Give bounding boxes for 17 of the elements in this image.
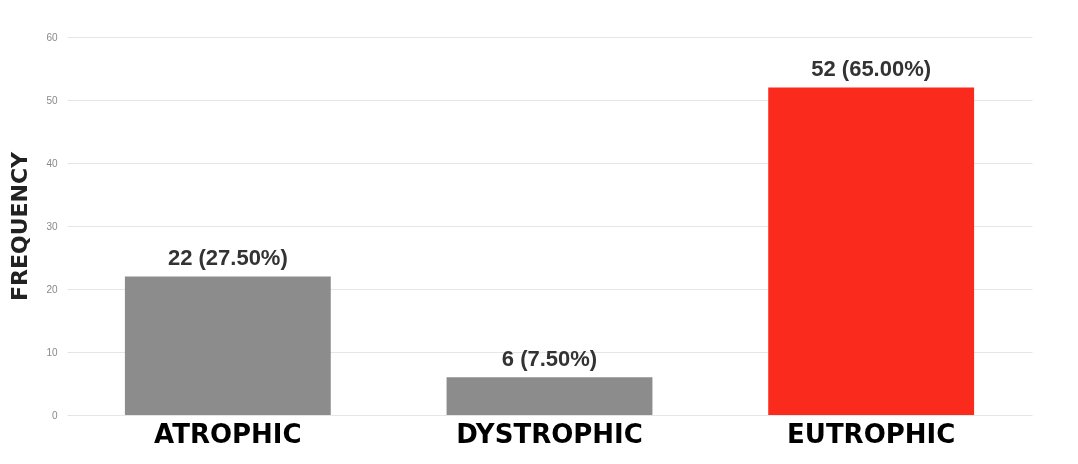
data-label: 22 (27.50%) [167,245,288,271]
bar [446,377,653,415]
x-tick-label: EUTROPHIC [787,418,956,449]
y-tick-label: 50 [46,94,58,106]
y-axis-title: FREQUENCY [7,150,33,302]
bar [768,87,975,415]
x-tick-label: DYSTROPHIC [456,418,643,449]
data-label: 52 (65.00%) [811,56,932,82]
y-tick-label: 20 [46,283,58,295]
y-tick-label: 60 [46,31,58,43]
x-tick-label: ATROPHIC [154,418,302,449]
y-tick-label: 0 [51,409,58,421]
y-tick-label: 40 [46,157,58,169]
bar [124,276,331,415]
data-label: 6 (7.50%) [501,346,598,372]
y-tick-label: 30 [46,220,58,232]
y-tick-label: 10 [46,346,58,358]
